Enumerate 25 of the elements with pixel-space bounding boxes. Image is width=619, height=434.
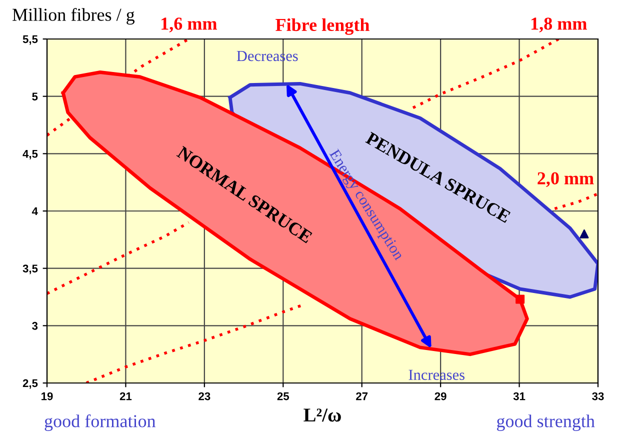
line-series (412, 39, 560, 110)
x-tick-label: 27 (356, 392, 368, 400)
y-tick-label: 3,5 (22, 264, 38, 274)
y-tick-label: 4 (32, 207, 38, 216)
line-series (47, 221, 190, 295)
x-axis-title: L²/ω (304, 408, 341, 422)
x-tick-label: 25 (277, 392, 290, 400)
x-tick-label: 23 (198, 392, 210, 400)
y-tick-label: 5,5 (22, 35, 38, 45)
y-tick-label: 2,5 (22, 379, 38, 389)
text: good formation (44, 414, 156, 431)
x-tick-label: 31 (513, 392, 526, 400)
x-tick-label: 19 (42, 392, 53, 400)
y-tick-label: 4,5 (22, 150, 38, 160)
y-tick-label: 3 (32, 322, 38, 330)
x-tick-label: 29 (434, 392, 446, 400)
y-tick-label: 5 (32, 92, 38, 100)
x-tick-label: 33 (592, 392, 604, 400)
annotation: 2,0 mm (538, 172, 594, 188)
text: Fibre length (276, 18, 370, 35)
y-axis-title: Million fibres / g (12, 8, 135, 25)
annotation: 1,6 mm (162, 18, 217, 32)
annotation: 1,8 mm (532, 18, 587, 32)
text: good strength (496, 414, 595, 431)
x-tick-label: 21 (120, 392, 132, 400)
